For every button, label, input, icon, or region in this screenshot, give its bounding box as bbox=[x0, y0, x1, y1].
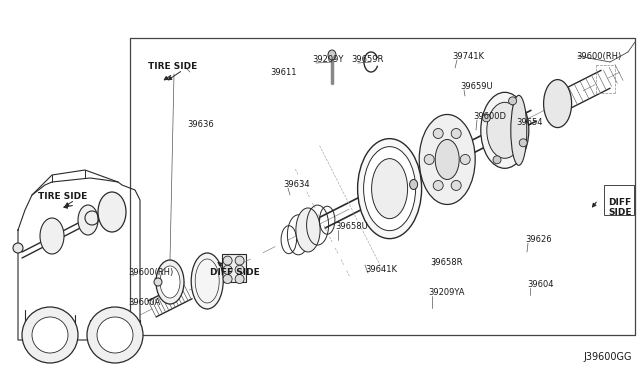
Text: 39636: 39636 bbox=[187, 120, 214, 129]
Ellipse shape bbox=[511, 95, 527, 165]
Text: TIRE SIDE: TIRE SIDE bbox=[38, 192, 87, 201]
Circle shape bbox=[97, 317, 133, 353]
Ellipse shape bbox=[328, 50, 336, 60]
Text: 39600A: 39600A bbox=[128, 298, 160, 307]
Ellipse shape bbox=[191, 253, 223, 309]
Ellipse shape bbox=[487, 102, 523, 158]
Ellipse shape bbox=[481, 92, 529, 168]
Circle shape bbox=[223, 265, 232, 274]
Circle shape bbox=[235, 256, 244, 265]
Text: 39641K: 39641K bbox=[365, 265, 397, 274]
Text: DIFF SIDE: DIFF SIDE bbox=[210, 268, 260, 277]
Circle shape bbox=[223, 256, 232, 265]
Ellipse shape bbox=[410, 180, 417, 189]
Bar bbox=[604, 185, 634, 215]
Ellipse shape bbox=[160, 266, 180, 298]
Text: 39600(RH): 39600(RH) bbox=[128, 268, 173, 277]
Ellipse shape bbox=[364, 147, 415, 231]
Text: 39600(RH): 39600(RH) bbox=[576, 52, 621, 61]
Text: J39600GG: J39600GG bbox=[584, 352, 632, 362]
Ellipse shape bbox=[98, 192, 126, 232]
Text: 39741K: 39741K bbox=[452, 52, 484, 61]
Circle shape bbox=[451, 128, 461, 138]
Circle shape bbox=[519, 139, 527, 147]
Text: 39604: 39604 bbox=[527, 280, 554, 289]
Text: 39209YA: 39209YA bbox=[428, 288, 465, 297]
Text: 39654: 39654 bbox=[516, 118, 543, 127]
Ellipse shape bbox=[156, 260, 184, 304]
Circle shape bbox=[235, 265, 244, 274]
Ellipse shape bbox=[419, 115, 475, 205]
Circle shape bbox=[509, 97, 516, 105]
Ellipse shape bbox=[543, 80, 572, 128]
Ellipse shape bbox=[358, 139, 422, 239]
Ellipse shape bbox=[435, 140, 459, 179]
Circle shape bbox=[223, 275, 232, 283]
Text: 39626: 39626 bbox=[525, 235, 552, 244]
Ellipse shape bbox=[40, 218, 64, 254]
Ellipse shape bbox=[296, 208, 320, 252]
Text: 39209Y: 39209Y bbox=[312, 55, 344, 64]
Text: 39659R: 39659R bbox=[351, 55, 383, 64]
Circle shape bbox=[154, 278, 162, 286]
Text: 39611: 39611 bbox=[270, 68, 296, 77]
Text: 39658U: 39658U bbox=[335, 222, 368, 231]
Circle shape bbox=[22, 307, 78, 363]
Ellipse shape bbox=[372, 158, 408, 219]
Text: DIFF
SIDE: DIFF SIDE bbox=[608, 198, 632, 217]
Circle shape bbox=[460, 154, 470, 164]
Bar bbox=[221, 254, 246, 282]
Circle shape bbox=[483, 114, 490, 122]
Circle shape bbox=[13, 243, 23, 253]
Text: 39600D: 39600D bbox=[473, 112, 506, 121]
Text: 39659U: 39659U bbox=[460, 82, 493, 91]
Text: TIRE SIDE: TIRE SIDE bbox=[148, 62, 197, 71]
Circle shape bbox=[424, 154, 434, 164]
Circle shape bbox=[433, 128, 443, 138]
Circle shape bbox=[493, 156, 501, 164]
Circle shape bbox=[451, 180, 461, 190]
Circle shape bbox=[32, 317, 68, 353]
Circle shape bbox=[433, 180, 443, 190]
Text: 39658R: 39658R bbox=[430, 258, 463, 267]
Circle shape bbox=[87, 307, 143, 363]
Circle shape bbox=[235, 275, 244, 283]
Ellipse shape bbox=[78, 205, 98, 235]
Text: 39634: 39634 bbox=[283, 180, 310, 189]
